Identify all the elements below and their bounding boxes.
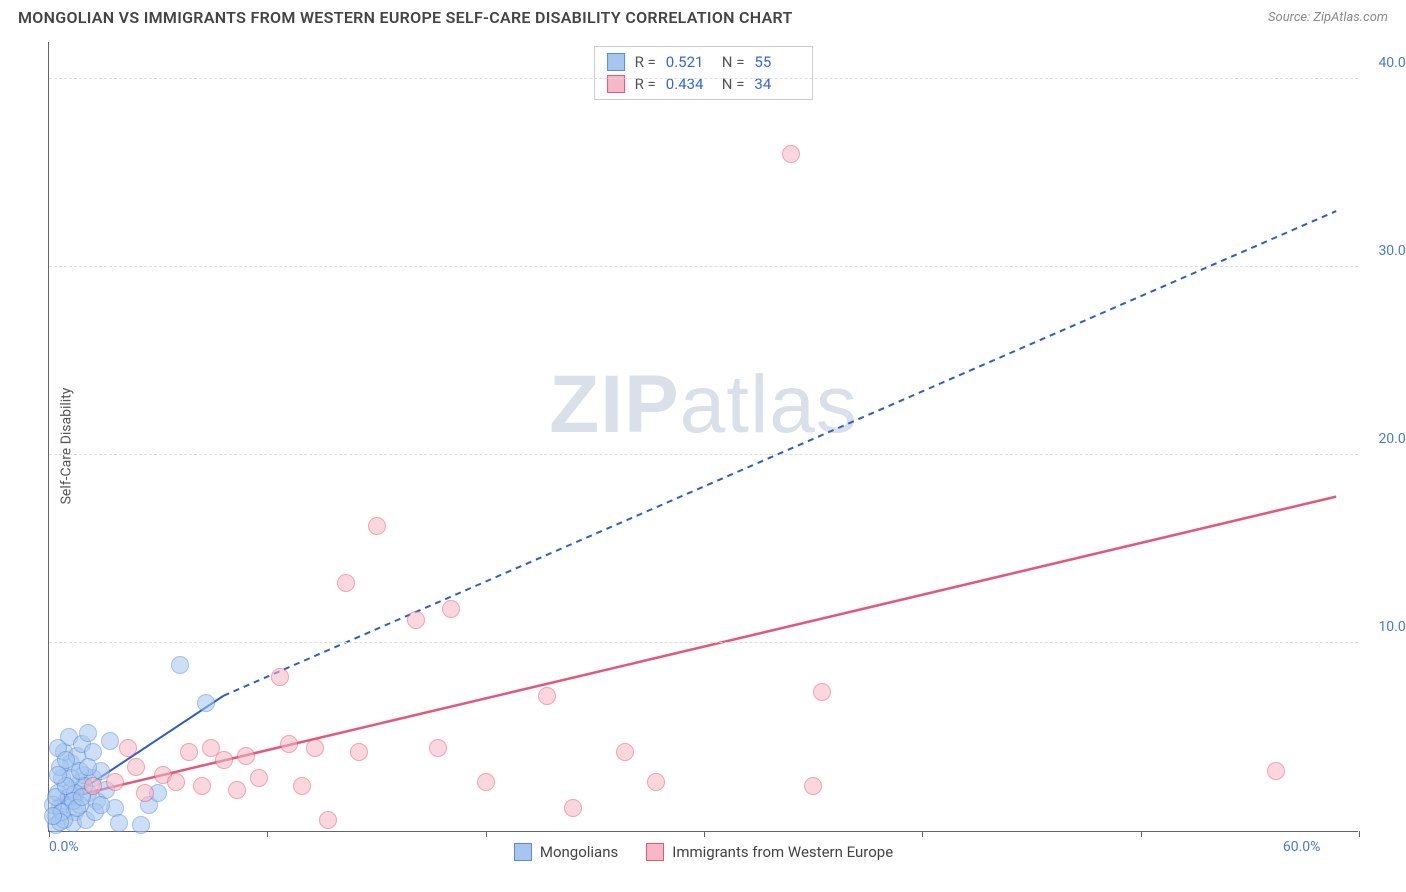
data-point — [647, 773, 665, 791]
legend-row: R = 0.521 N = 55 — [607, 53, 801, 71]
data-point — [193, 777, 211, 795]
x-tick — [704, 831, 705, 837]
data-point — [538, 687, 556, 705]
legend-label: Immigrants from Western Europe — [672, 843, 893, 861]
data-point — [228, 781, 246, 799]
chart-title: MONGOLIAN VS IMMIGRANTS FROM WESTERN EUR… — [18, 8, 793, 27]
trend-lines — [49, 42, 1358, 831]
data-point — [101, 732, 119, 750]
legend-n-value: 55 — [754, 53, 800, 71]
legend-swatch — [646, 843, 664, 861]
x-tick — [922, 831, 923, 837]
data-point — [136, 784, 154, 802]
data-point — [564, 799, 582, 817]
data-point — [79, 758, 97, 776]
x-tick — [1359, 831, 1360, 837]
data-point — [350, 743, 368, 761]
data-point — [477, 773, 495, 791]
data-point — [127, 758, 145, 776]
y-tick-label: 30.0% — [1366, 243, 1406, 259]
data-point — [271, 668, 289, 686]
data-point — [132, 816, 150, 834]
data-point — [782, 145, 800, 163]
legend-swatch — [514, 843, 532, 861]
data-point — [442, 600, 460, 618]
scatter-plot: ZIPatlas R =0.521N =55R =0.434N =34 Mong… — [48, 42, 1358, 832]
y-tick-label: 10.0% — [1366, 619, 1406, 635]
legend-series: Mongolians Immigrants from Western Europe — [49, 843, 1358, 861]
legend-label: Mongolians — [540, 843, 618, 861]
grid-line — [49, 78, 1358, 79]
data-point — [110, 814, 128, 832]
legend-item: Immigrants from Western Europe — [646, 843, 893, 861]
data-point — [813, 683, 831, 701]
data-point — [49, 766, 67, 784]
data-point — [180, 743, 198, 761]
y-tick-label: 40.0% — [1366, 55, 1406, 71]
data-point — [1267, 762, 1285, 780]
data-point — [407, 611, 425, 629]
data-point — [119, 739, 137, 757]
data-point — [215, 751, 233, 769]
x-tick — [1141, 831, 1142, 837]
legend-correlation: R =0.521N =55R =0.434N =34 — [594, 46, 814, 100]
legend-swatch — [607, 53, 625, 71]
chart-source: Source: ZipAtlas.com — [1268, 10, 1388, 25]
data-point — [197, 694, 215, 712]
data-point — [237, 747, 255, 765]
x-tick-label: 60.0% — [1283, 839, 1321, 855]
x-tick — [267, 831, 268, 837]
grid-line — [49, 642, 1358, 643]
data-point — [106, 773, 124, 791]
data-point — [616, 743, 634, 761]
data-point — [92, 796, 110, 814]
data-point — [306, 739, 324, 757]
x-tick — [486, 831, 487, 837]
data-point — [171, 656, 189, 674]
legend-item: Mongolians — [514, 843, 618, 861]
data-point — [280, 735, 298, 753]
grid-line — [49, 266, 1358, 267]
data-point — [804, 777, 822, 795]
legend-r-label: R = — [635, 53, 656, 71]
legend-r-value: 0.521 — [666, 53, 712, 71]
data-point — [84, 777, 102, 795]
x-tick-label: 0.0% — [49, 839, 79, 855]
legend-n-label: N = — [722, 53, 745, 71]
data-point — [337, 574, 355, 592]
data-point — [167, 773, 185, 791]
chart-header: MONGOLIAN VS IMMIGRANTS FROM WESTERN EUR… — [18, 8, 1388, 27]
data-point — [319, 811, 337, 829]
data-point — [250, 769, 268, 787]
watermark: ZIPatlas — [549, 358, 858, 452]
data-point — [429, 739, 447, 757]
y-tick-label: 20.0% — [1366, 431, 1406, 447]
data-point — [44, 807, 62, 825]
grid-line — [49, 454, 1358, 455]
data-point — [368, 517, 386, 535]
data-point — [79, 724, 97, 742]
data-point — [293, 777, 311, 795]
